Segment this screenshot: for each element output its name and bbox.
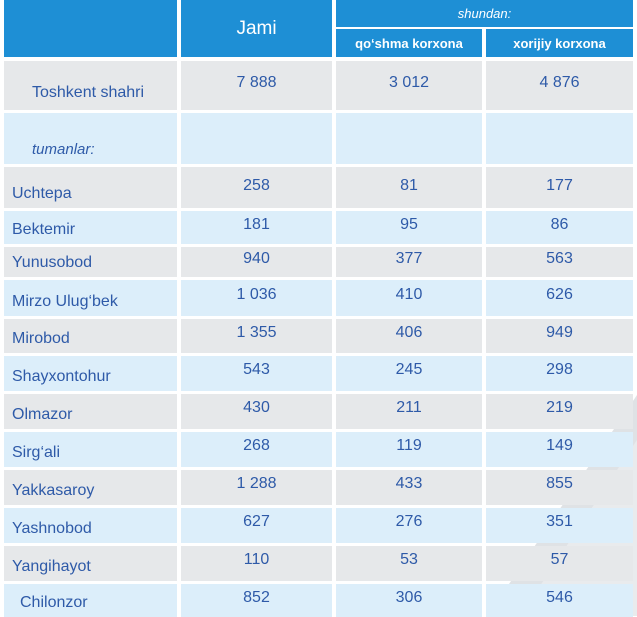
district-xorijiy: 626 [486,280,633,316]
district-jami: 627 [181,508,332,543]
district-xorijiy: 351 [486,508,633,543]
district-qoshma: 245 [336,356,482,391]
district-name: Shayxontohur [4,356,177,391]
empty-cell [486,113,633,164]
district-jami: 1 355 [181,319,332,353]
header-jami: Jami [181,0,332,57]
district-jami: 543 [181,356,332,391]
district-jami: 852 [181,584,332,617]
header-blank-cell [4,0,177,57]
district-xorijiy: 855 [486,470,633,505]
city-name: Toshkent shahri [4,61,177,110]
district-jami: 258 [181,167,332,208]
district-name: Yangihayot [4,546,177,581]
district-qoshma: 377 [336,247,482,277]
district-qoshma: 306 [336,584,482,617]
district-name: Bektemir [4,211,177,244]
district-xorijiy: 298 [486,356,633,391]
district-jami: 1 288 [181,470,332,505]
district-name: Sirg‘ali [4,432,177,467]
district-xorijiy: 546 [486,584,633,617]
district-xorijiy: 86 [486,211,633,244]
district-xorijiy: 149 [486,432,633,467]
district-jami: 1 036 [181,280,332,316]
district-name: Yakkasaroy [4,470,177,505]
district-qoshma: 81 [336,167,482,208]
district-jami: 181 [181,211,332,244]
district-xorijiy: 57 [486,546,633,581]
district-xorijiy: 177 [486,167,633,208]
district-qoshma: 95 [336,211,482,244]
empty-cell [181,113,332,164]
district-name: Chilonzor [4,584,177,617]
district-qoshma: 410 [336,280,482,316]
city-xorijiy: 4 876 [486,61,633,110]
district-name: Mirobod [4,319,177,353]
district-jami: 110 [181,546,332,581]
header-shundan: shundan: [336,0,633,27]
empty-cell [336,113,482,164]
districts-label: tumanlar: [4,113,177,164]
district-jami: 268 [181,432,332,467]
district-name: Uchtepa [4,167,177,208]
district-name: Olmazor [4,394,177,429]
district-xorijiy: 563 [486,247,633,277]
district-qoshma: 433 [336,470,482,505]
district-qoshma: 53 [336,546,482,581]
district-qoshma: 119 [336,432,482,467]
district-qoshma: 406 [336,319,482,353]
district-qoshma: 211 [336,394,482,429]
header-xorijiy-korxona: xorijiy korxona [486,29,633,57]
city-jami: 7 888 [181,61,332,110]
district-qoshma: 276 [336,508,482,543]
header-qoshma-korxona: qo‘shma korxona [336,29,482,57]
district-xorijiy: 949 [486,319,633,353]
district-jami: 430 [181,394,332,429]
district-xorijiy: 219 [486,394,633,429]
district-name: Yunusobod [4,247,177,277]
city-qoshma: 3 012 [336,61,482,110]
district-name: Yashnobod [4,508,177,543]
district-jami: 940 [181,247,332,277]
district-name: Mirzo Ulug‘bek [4,280,177,316]
